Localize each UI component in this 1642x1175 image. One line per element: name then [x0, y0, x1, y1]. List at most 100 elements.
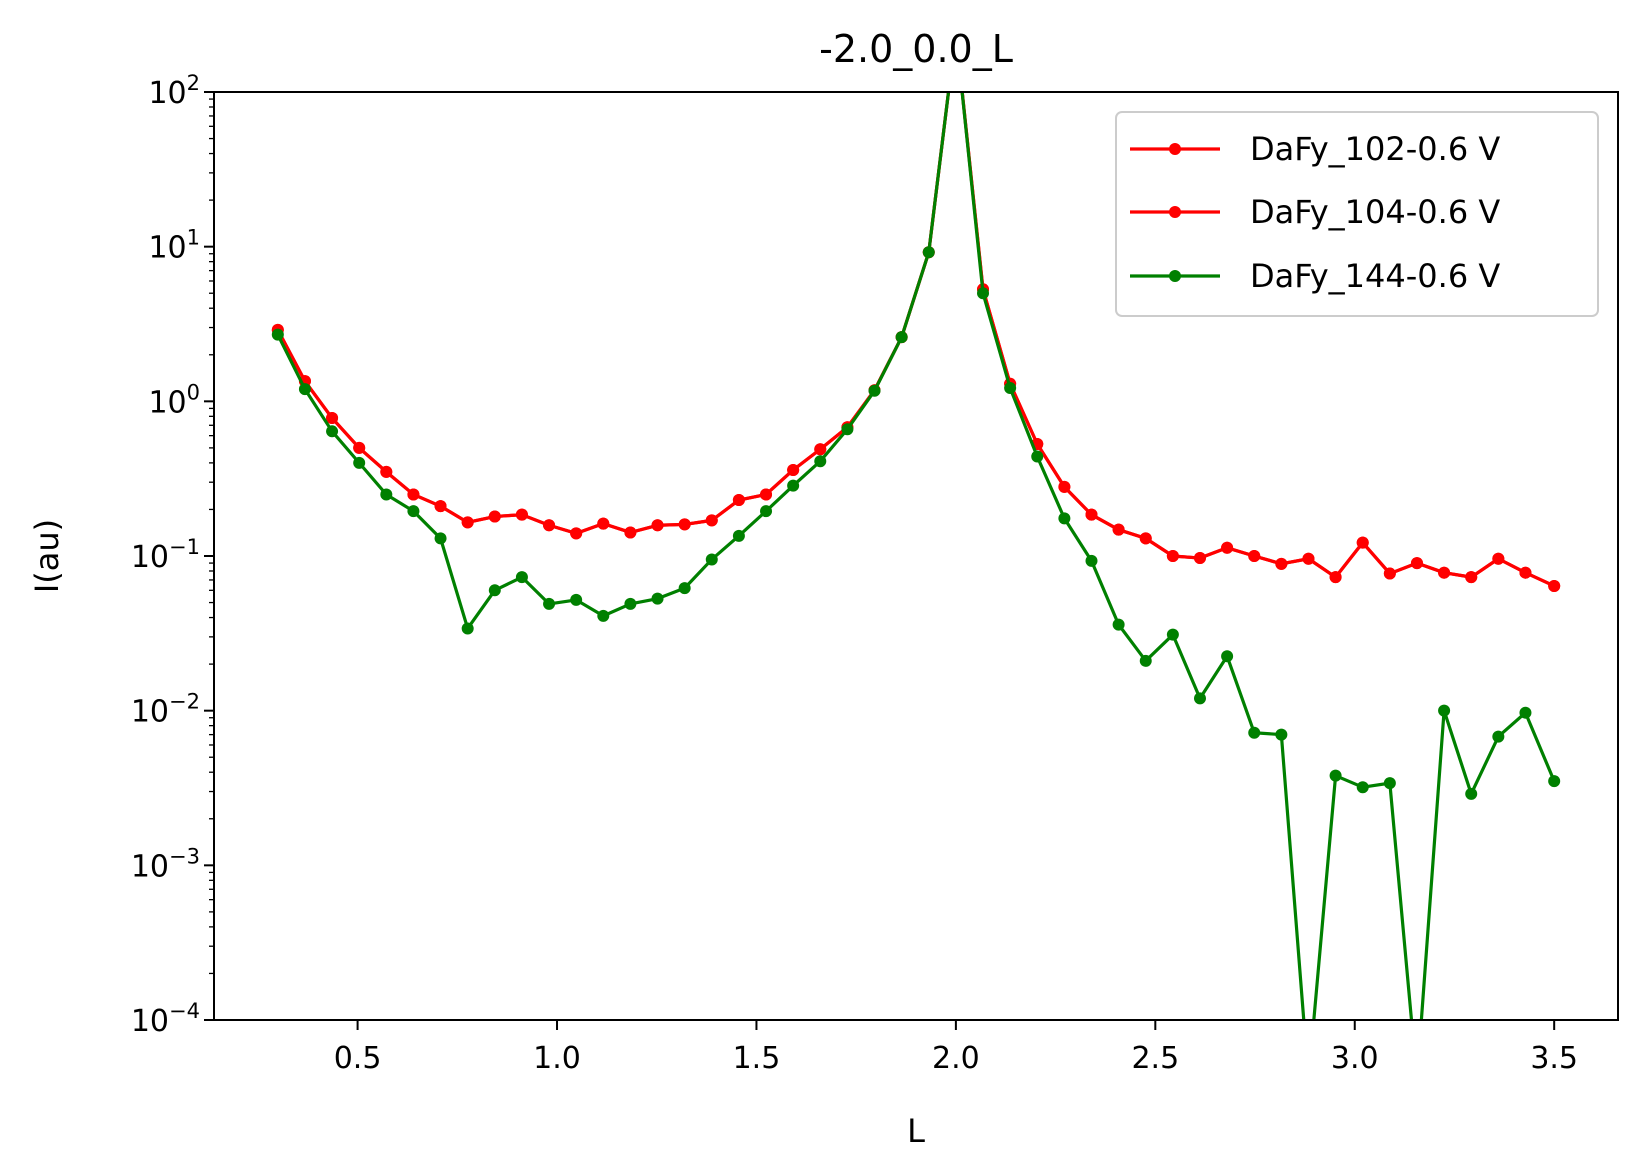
- series-3-point-24: [922, 246, 935, 259]
- series-3-point-12: [597, 609, 610, 622]
- y-tick-label-4: 10−2: [131, 690, 200, 730]
- series-3-point-6: [434, 532, 447, 545]
- legend-label-1: DaFy_102-0.6 V: [1250, 130, 1500, 168]
- series-2-point-44: [1465, 571, 1478, 584]
- series-3-point-37: [1275, 728, 1288, 741]
- series-2-point-12: [597, 517, 610, 530]
- series-2-point-11: [570, 527, 583, 540]
- series-3-point-47: [1548, 775, 1561, 788]
- legend-box: [1115, 111, 1599, 317]
- series-2-point-43: [1438, 566, 1451, 579]
- x-tick-label-4: 2.5: [1131, 1041, 1179, 1076]
- series-2-point-45: [1492, 552, 1505, 565]
- chart-title: -2.0_0.0_L: [819, 27, 1013, 71]
- series-3-point-10: [543, 597, 556, 610]
- series-2-point-41: [1383, 567, 1396, 580]
- series-3-point-2: [326, 425, 339, 438]
- series-3-point-45: [1492, 730, 1505, 743]
- series-2-point-14: [651, 519, 664, 532]
- series-3-point-3: [353, 456, 366, 469]
- series-3-point-23: [895, 331, 908, 344]
- series-2-point-9: [515, 508, 528, 521]
- series-3-point-32: [1139, 654, 1152, 667]
- legend-entry-3: DaFy_144-0.6 V: [1130, 257, 1500, 295]
- y-tick-base-1: 10: [148, 231, 186, 266]
- series-2-point-30: [1085, 508, 1098, 521]
- series-3-point-28: [1031, 450, 1044, 463]
- series-2-point-17: [732, 494, 745, 507]
- y-tick-label-6: 10−4: [131, 999, 200, 1039]
- x-tick-label-1: 1.0: [533, 1041, 581, 1076]
- series-2-point-39: [1329, 571, 1342, 584]
- series-3-point-0: [271, 328, 284, 341]
- series-3-point-17: [732, 529, 745, 542]
- series-3-point-16: [705, 553, 718, 566]
- y-tick-exponent-4: −2: [169, 690, 200, 714]
- series-3-point-9: [515, 571, 528, 584]
- series-2-point-46: [1519, 566, 1532, 579]
- series-2-point-18: [760, 488, 773, 501]
- y-tick-label-5: 10−3: [131, 844, 200, 884]
- y-axis-title: I(au): [28, 519, 66, 593]
- series-3-point-30: [1085, 554, 1098, 567]
- series-3-point-34: [1193, 692, 1206, 705]
- y-tick-label-2: 100: [148, 380, 200, 420]
- y-tick-exponent-6: −4: [169, 999, 200, 1023]
- series-2-point-47: [1548, 579, 1561, 592]
- x-ticks: 0.5 1.0 1.5 2.0 2.5 3.0 3.5: [334, 1020, 1578, 1076]
- series-3-point-8: [488, 584, 501, 597]
- series-3-point-46: [1519, 706, 1532, 719]
- series-2-point-31: [1112, 523, 1125, 536]
- x-tick-label-5: 3.0: [1331, 1041, 1379, 1076]
- x-tick-label-0: 0.5: [334, 1041, 382, 1076]
- series-3-point-5: [407, 505, 420, 518]
- series-layer: [271, 92, 1561, 1020]
- series-3-point-33: [1166, 628, 1179, 641]
- series-3-point-26: [977, 287, 990, 300]
- series-3: [271, 92, 1561, 1020]
- legend-entry-2: DaFy_104-0.6 V: [1130, 193, 1500, 231]
- series-3-point-4: [380, 488, 393, 501]
- series-2-point-16: [705, 514, 718, 527]
- series-3-point-31: [1112, 618, 1125, 631]
- legend-label-2: DaFy_104-0.6 V: [1250, 193, 1500, 231]
- y-tick-base-6: 10: [131, 1004, 169, 1039]
- plot-frame: [213, 91, 1619, 1021]
- series-2-point-20: [814, 443, 827, 456]
- legend-entry-1: DaFy_102-0.6 V: [1130, 130, 1500, 168]
- series-2-point-33: [1166, 550, 1179, 562]
- legend-marker-2: [1169, 206, 1181, 218]
- y-tick-base-0: 10: [148, 76, 186, 111]
- y-tick-label-3: 10−1: [131, 535, 200, 575]
- series-3-point-14: [651, 592, 664, 605]
- series-2-point-5: [407, 488, 420, 501]
- series-3-point-41: [1383, 777, 1396, 790]
- series-2-point-3: [353, 441, 366, 454]
- series-2-point-2: [326, 412, 339, 425]
- series-2-point-35: [1221, 541, 1234, 554]
- series-2-point-10: [543, 519, 556, 532]
- legend: DaFy_102-0.6 V DaFy_104-0.6 V DaFy_144-0…: [1115, 111, 1599, 317]
- legend-marker-3: [1169, 270, 1181, 282]
- series-3-point-15: [678, 582, 691, 595]
- series-3-point-43: [1438, 704, 1451, 717]
- series-3-point-18: [760, 505, 773, 518]
- y-tick-exponent-5: −3: [169, 844, 200, 868]
- series-3-point-44: [1465, 787, 1478, 800]
- y-tick-base-3: 10: [131, 540, 169, 575]
- series-3-point-7: [461, 622, 474, 635]
- series-3-point-27: [1004, 381, 1017, 394]
- y-tick-base-2: 10: [148, 385, 186, 420]
- series-3-point-22: [868, 384, 881, 397]
- y-tick-exponent-0: 2: [187, 71, 200, 95]
- series-2-point-29: [1058, 480, 1071, 493]
- y-tick-exponent-2: 0: [187, 380, 200, 404]
- series-2-point-38: [1302, 552, 1315, 565]
- series-3-point-1: [298, 383, 311, 396]
- series-2-point-19: [787, 463, 800, 476]
- y-tick-exponent-3: −1: [169, 535, 200, 559]
- x-axis-title: L: [907, 1112, 925, 1150]
- series-2-point-40: [1356, 536, 1369, 549]
- series-3-point-19: [787, 479, 800, 492]
